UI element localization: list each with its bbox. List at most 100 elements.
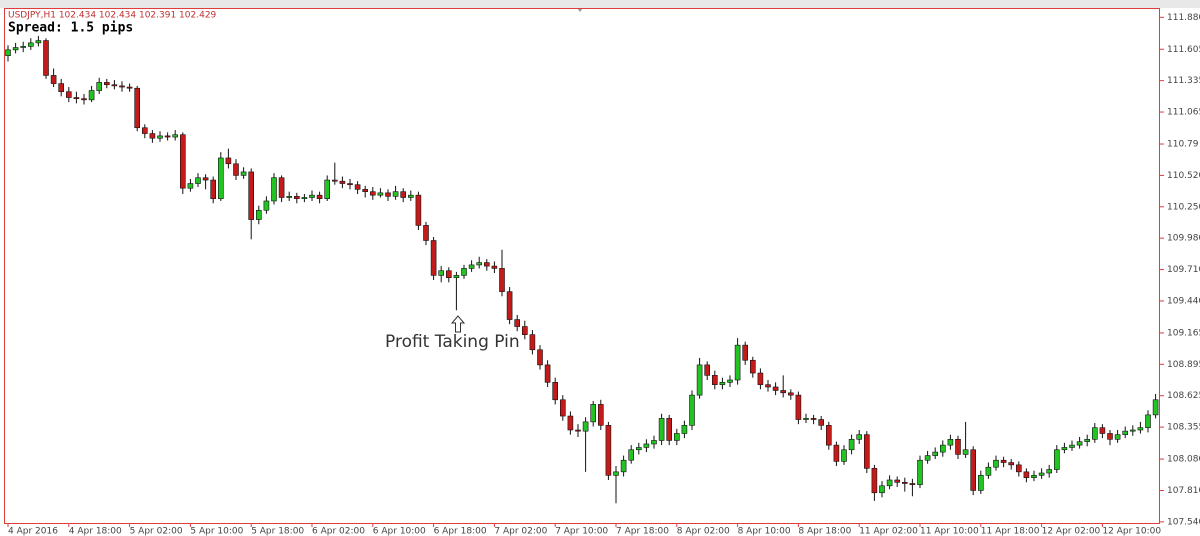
x-tick-label: 12 Apr 02:00 <box>1042 527 1101 536</box>
candle-body <box>407 194 414 198</box>
candle-body <box>970 449 977 491</box>
y-tick-label: 108.355 <box>1167 423 1200 433</box>
x-tick-label: 4 Apr 18:00 <box>69 527 122 536</box>
y-tick-label: 111.605 <box>1167 45 1200 55</box>
candle-body <box>1031 475 1037 478</box>
candle-body <box>149 133 156 139</box>
candle-body <box>871 468 878 494</box>
x-tick-label: 8 Apr 10:00 <box>738 527 791 536</box>
candle-body <box>12 47 19 51</box>
candle-body <box>651 440 657 445</box>
candle-body <box>438 270 445 276</box>
x-tick-label: 8 Apr 18:00 <box>798 527 851 536</box>
candle-body <box>772 386 779 391</box>
candle-body <box>506 291 513 320</box>
candle-body <box>1046 469 1052 474</box>
x-tick-label: 11 Apr 10:00 <box>920 527 979 536</box>
candle-body <box>993 459 999 468</box>
candle-body <box>879 485 885 494</box>
candle-body <box>620 459 627 473</box>
x-tick-label: 7 Apr 10:00 <box>555 527 608 536</box>
candle-body <box>559 399 566 417</box>
candle-body <box>400 191 407 198</box>
spread-label: Spread: 1.5 pips <box>8 21 133 36</box>
candle-body <box>514 319 521 327</box>
candle-body <box>1130 429 1136 432</box>
x-tick-label: 6 Apr 10:00 <box>373 527 426 536</box>
candle-body <box>666 418 673 441</box>
candle-body <box>529 334 536 351</box>
candle-body <box>248 171 254 220</box>
candle-body <box>947 438 954 446</box>
candle-body <box>187 183 194 189</box>
candle-body <box>126 86 133 89</box>
candle-body <box>742 344 749 361</box>
x-tick-label: 7 Apr 02:00 <box>494 527 547 536</box>
x-tick-label: 5 Apr 02:00 <box>130 527 183 536</box>
candle-body <box>628 449 635 461</box>
plot-frame <box>4 8 1160 524</box>
candle-body <box>818 419 825 426</box>
x-tick-label: 6 Apr 02:00 <box>312 527 365 536</box>
candle-body <box>430 240 437 276</box>
candle-body <box>362 189 369 192</box>
candle-body <box>1122 430 1128 435</box>
candle-body <box>1084 438 1090 442</box>
x-tick-label: 7 Apr 18:00 <box>616 527 669 536</box>
candle-body <box>597 404 604 426</box>
candle-body <box>415 194 422 226</box>
candle-body <box>377 192 384 196</box>
candle-body <box>202 177 209 181</box>
candle-body <box>780 390 787 394</box>
candle-body <box>605 425 612 476</box>
candle-body <box>567 415 574 431</box>
candle-body <box>810 418 817 420</box>
candle-body <box>552 382 559 401</box>
x-tick-label: 11 Apr 02:00 <box>859 527 918 536</box>
candle-body <box>643 443 650 448</box>
y-tick-label: 109.165 <box>1167 328 1200 338</box>
candle-body <box>932 451 939 456</box>
candle-body <box>369 191 376 196</box>
candle-body <box>58 83 65 93</box>
candle-body <box>886 479 893 487</box>
candle-body <box>293 196 300 199</box>
candle-body <box>445 270 452 279</box>
candle-body <box>955 438 961 455</box>
candle-body <box>301 197 308 199</box>
candle-body <box>453 275 460 279</box>
candle-body <box>711 375 718 385</box>
candle-body <box>423 225 429 241</box>
x-tick-label: 6 Apr 18:00 <box>434 527 487 536</box>
candle-body <box>1137 427 1144 431</box>
candle-body <box>119 85 125 88</box>
candle-body <box>696 364 703 396</box>
candle-body <box>134 87 140 129</box>
candle-body <box>499 268 505 292</box>
candle-body <box>233 163 239 176</box>
y-tick-label: 109.980 <box>1167 234 1200 244</box>
candle-body <box>96 82 102 91</box>
y-tick-label: 109.440 <box>1167 296 1200 306</box>
candle-body <box>461 268 467 276</box>
candle-body <box>73 97 80 99</box>
candle-body <box>157 135 163 139</box>
candle-body <box>1069 444 1075 448</box>
candle-body <box>1000 459 1007 463</box>
candle-body <box>347 183 353 186</box>
x-tick-label: 11 Apr 18:00 <box>981 527 1040 536</box>
candle-body <box>795 394 802 420</box>
candle-body <box>673 433 680 441</box>
candle-body <box>164 135 171 138</box>
annotation: Profit Taking Pin <box>385 332 520 352</box>
candle-body <box>1145 414 1151 428</box>
candle-body <box>803 418 809 420</box>
candle-body <box>635 447 642 451</box>
y-tick-label: 108.080 <box>1167 455 1200 465</box>
x-tick-label: 4 Apr 2016 <box>8 527 58 536</box>
candle-body <box>658 418 665 441</box>
candle-body <box>255 209 262 220</box>
candle-body <box>856 434 863 440</box>
candle-body <box>1099 427 1106 434</box>
